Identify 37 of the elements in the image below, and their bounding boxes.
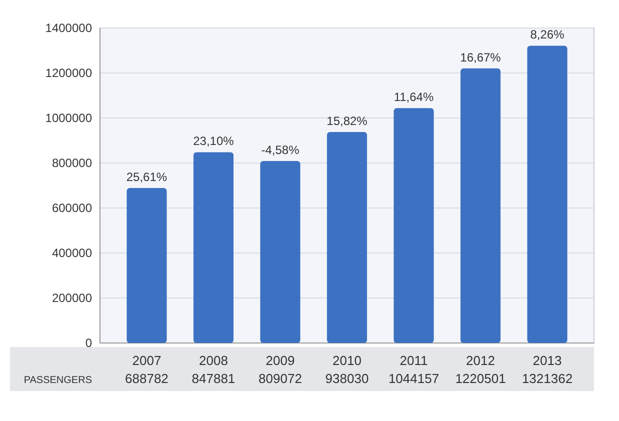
bar bbox=[326, 132, 368, 343]
annotation: 16,67% bbox=[460, 50, 502, 64]
x-tick-label: 2008 bbox=[199, 353, 228, 368]
annotation: 25,61% bbox=[126, 170, 168, 184]
data-label: 1044157 bbox=[388, 371, 440, 386]
y-tick-label: 400000 bbox=[52, 246, 92, 260]
data-label: 1220501 bbox=[455, 371, 506, 386]
data-label: 688782 bbox=[125, 371, 168, 386]
bar bbox=[460, 68, 501, 343]
text: PASSENGERS bbox=[24, 375, 92, 386]
y-tick-label: 0 bbox=[85, 336, 92, 350]
annotation: 11,64% bbox=[394, 90, 434, 104]
y-tick-label: 1200000 bbox=[45, 66, 92, 80]
annotation: 23,10% bbox=[193, 134, 234, 148]
bar bbox=[193, 152, 234, 343]
bar bbox=[394, 108, 434, 343]
y-tick-label: 1400000 bbox=[45, 21, 92, 36]
bar bbox=[126, 188, 167, 343]
bar bbox=[260, 160, 300, 343]
x-tick-label: 2013 bbox=[532, 353, 562, 368]
y-tick-label: 600000 bbox=[52, 201, 92, 216]
y-tick-label: 1000000 bbox=[45, 111, 92, 126]
x-tick-label: 2010 bbox=[332, 353, 362, 368]
x-tick-label: 2011 bbox=[400, 353, 428, 368]
x-tick-label: 2007 bbox=[132, 353, 162, 368]
data-label: 938030 bbox=[325, 371, 369, 386]
y-tick-label: 200000 bbox=[52, 291, 92, 306]
data-label: 809072 bbox=[258, 371, 302, 386]
y-tick-label: 800000 bbox=[52, 156, 92, 170]
x-tick-label: 2012 bbox=[466, 353, 495, 368]
data-label: 847881 bbox=[192, 371, 236, 386]
annotation: 8,26% bbox=[530, 28, 565, 42]
bar bbox=[527, 46, 568, 343]
x-tick-label: 2009 bbox=[266, 353, 295, 368]
data-label: 1321362 bbox=[522, 371, 573, 386]
annotation: -4,58% bbox=[261, 142, 300, 157]
annotation: 15,82% bbox=[326, 114, 368, 128]
